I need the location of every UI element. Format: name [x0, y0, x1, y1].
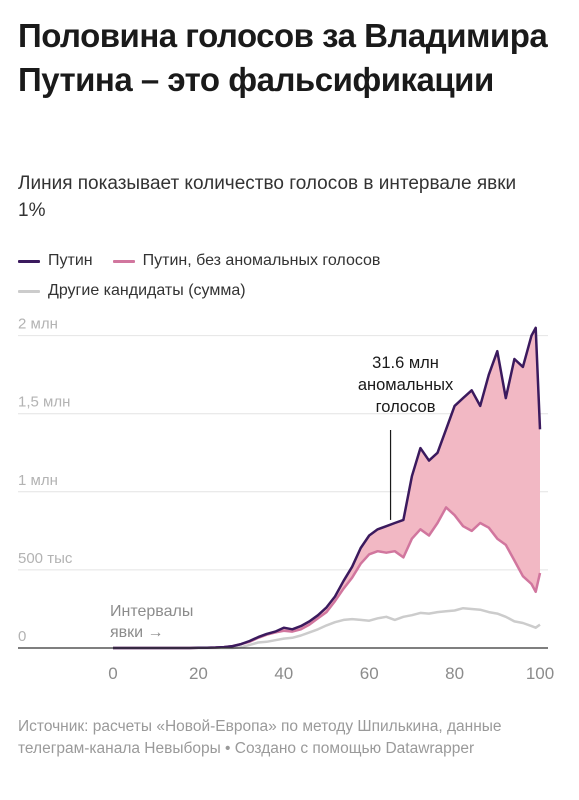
x-tick-label: 20 [189, 664, 208, 683]
legend-label-others: Другие кандидаты (сумма) [48, 282, 246, 299]
source-note: Источник: расчеты «Новой-Европа» по мето… [18, 718, 502, 757]
legend-swatch-others [18, 289, 40, 293]
y-tick-label: 1 млн [18, 472, 58, 489]
legend-label-putin: Путин [48, 252, 93, 269]
annotations: 31.6 млн аномальных голосов Интервалы явки → [110, 354, 454, 641]
y-tick-label: 0 [18, 628, 26, 645]
legend-swatch-putin-clean [112, 259, 135, 263]
x-tick-label: 0 [108, 664, 117, 683]
annotation-text-line: голосов [376, 398, 436, 416]
legend-item-others: Другие кандидаты (сумма) [18, 282, 246, 300]
gridlines: 0 500 тыс 1 млн 1,5 млн 2 млн [18, 316, 548, 645]
y-tick-label: 1,5 млн [18, 394, 70, 411]
chart-subtitle: Линия показывает количество голосов в ин… [18, 173, 517, 221]
annotation-text-line: аномальных [358, 376, 454, 394]
x-axis: 0 20 40 60 80 100 [18, 647, 554, 683]
x-tick-label: 80 [445, 664, 464, 683]
legend-swatch-putin [18, 259, 40, 263]
legend-item-putin-clean: Путин, без аномальных голосов [112, 252, 381, 270]
legend-item-putin: Путин [18, 252, 93, 270]
y-tick-label: 2 млн [18, 316, 58, 333]
legend-label-putin-clean: Путин, без аномальных голосов [142, 252, 381, 269]
anomaly-fill [113, 327, 540, 648]
legend: Путин Путин, без аномальных голосов Друг… [18, 246, 563, 306]
axis-annotation-line: Интервалы [110, 603, 193, 620]
x-tick-label: 100 [526, 664, 554, 683]
x-tick-label: 40 [274, 664, 293, 683]
series-line-putin-clean [113, 506, 542, 650]
x-tick-label: 60 [360, 664, 379, 683]
axis-annotation-line: явки → [110, 624, 164, 641]
area-chart: 0 500 тыс 1 млн 1,5 млн 2 млн 31.6 млн аномал… [18, 316, 554, 683]
annotation-text-line: 31.6 млн [372, 354, 439, 372]
anomaly-area [113, 327, 540, 648]
y-tick-label: 500 тыс [18, 550, 73, 567]
chart-title: Половина голосов за Владимира Путина – э… [18, 17, 548, 98]
